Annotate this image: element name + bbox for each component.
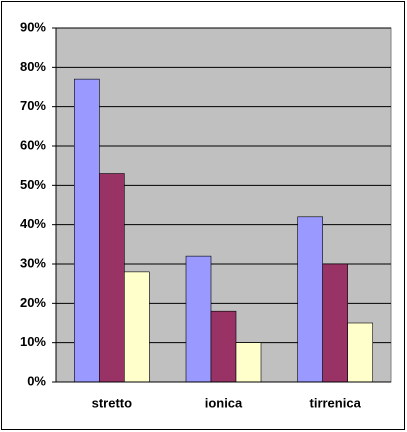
bar [124,271,150,383]
y-tick-label: 70% [20,98,46,113]
x-tick-label: stretto [92,395,133,410]
y-tick-label: 90% [20,19,46,34]
y-tick-label: 10% [20,334,46,349]
bar [74,78,100,383]
y-tick-label: 0% [27,373,46,388]
y-tick-label: 20% [20,295,46,310]
y-tick-label: 40% [20,216,46,231]
x-tick-label: ionica [205,395,243,410]
y-tick-label: 60% [20,137,46,152]
y-tick-label: 30% [20,255,46,270]
bar [185,255,212,383]
bar [235,342,262,383]
bar [347,322,373,383]
x-tick-label: tirrenica [310,395,362,410]
bar [210,310,237,383]
y-tick-label: 50% [20,177,46,192]
bar [297,216,323,383]
y-tick-label: 80% [20,59,46,74]
bar [322,263,348,383]
bar [99,173,125,383]
